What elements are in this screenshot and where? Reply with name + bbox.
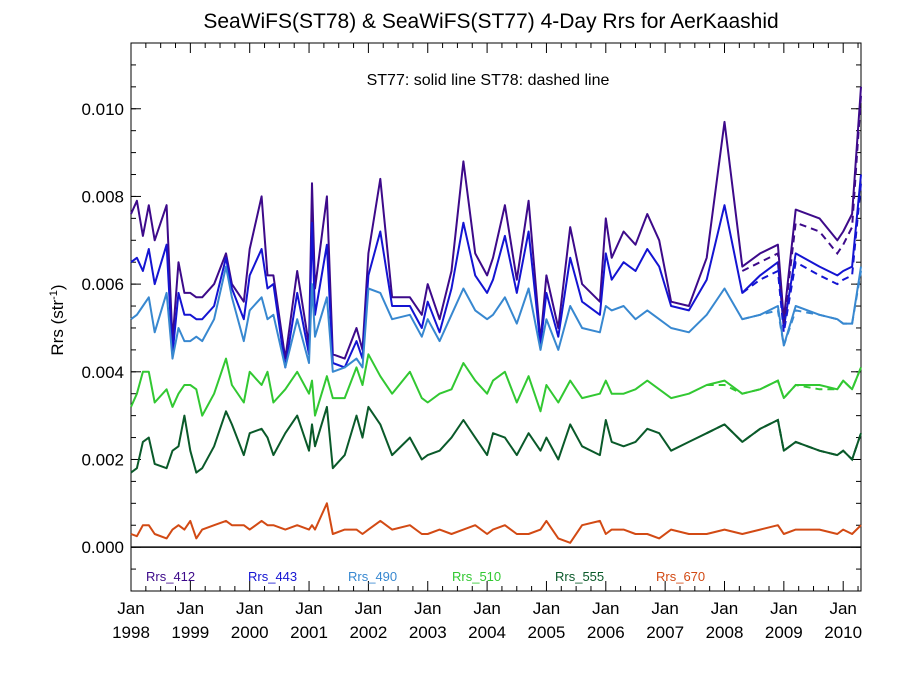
- chart-title: SeaWiFS(ST78) & SeaWiFS(ST77) 4-Day Rrs …: [203, 10, 778, 33]
- series-layer: [130, 86, 862, 544]
- x-tick-label-year: 2009: [765, 623, 803, 642]
- x-tick-label-year: 2005: [528, 623, 566, 642]
- y-tick-label: 0.004: [81, 363, 124, 382]
- y-axis: 0.000 0.002 0.004 0.006 0.008 0.010: [81, 42, 861, 592]
- x-tick-label-month: Jan: [355, 599, 382, 618]
- y-tick-label: 0.008: [81, 187, 124, 206]
- x-tick-label-month: Jan: [414, 599, 441, 618]
- x-tick-label-year: 1999: [171, 623, 209, 642]
- y-tick-label: 0.000: [81, 538, 124, 557]
- legend-label-rrs-490: Rrs_490: [348, 569, 397, 584]
- x-tick-label-month: Jan: [829, 599, 856, 618]
- x-tick-label-year: 2001: [290, 623, 328, 642]
- legend-label-rrs-670: Rrs_670: [656, 569, 705, 584]
- x-tick-label-month: Jan: [711, 599, 738, 618]
- y-axis-label-close: ): [48, 284, 67, 290]
- series-line-rrs-443: [130, 174, 862, 369]
- y-tick-label: 0.002: [81, 450, 124, 469]
- legend-label-rrs-443: Rrs_443: [248, 569, 297, 584]
- x-tick-label-month: Jan: [117, 599, 144, 618]
- plot-area: [130, 42, 862, 592]
- x-tick-label-month: Jan: [592, 599, 619, 618]
- y-tick-label: 0.010: [81, 100, 124, 119]
- y-axis-label: Rrs (str-1): [48, 284, 67, 355]
- x-tick-label-month: Jan: [770, 599, 797, 618]
- x-tick-label-year: 2002: [349, 623, 387, 642]
- series-line-rrs-670: [130, 502, 862, 544]
- x-tick-label-year: 2010: [824, 623, 862, 642]
- dashed-series-line-rrs-555: [706, 418, 862, 462]
- plot-frame: [130, 42, 862, 592]
- y-axis-label-superscript: -1: [48, 290, 60, 300]
- x-tick-label-year: 2007: [646, 623, 684, 642]
- x-tick-label-year: 2006: [587, 623, 625, 642]
- x-tick-label-month: Jan: [651, 599, 678, 618]
- series-line-rrs-490: [130, 265, 862, 373]
- x-tick-label-year: 2000: [231, 623, 269, 642]
- y-axis-label-main: Rrs (str: [48, 300, 67, 356]
- x-tick-label-year: 1998: [112, 623, 150, 642]
- x-tick-label-month: Jan: [236, 599, 263, 618]
- x-tick-label-year: 2004: [468, 623, 506, 642]
- dashed-series-line-rrs-412: [741, 95, 862, 324]
- legend: Rrs_412 Rrs_443 Rrs_490 Rrs_510 Rrs_555 Rrs_6…: [146, 569, 705, 584]
- series-line-rrs-555: [130, 405, 862, 474]
- x-tick-label-year: 2003: [409, 623, 447, 642]
- x-tick-label-month: Jan: [533, 599, 560, 618]
- series-line-rrs-510: [130, 353, 862, 417]
- series-line-rrs-412: [130, 86, 862, 360]
- dashed-series-line-rrs-443: [741, 183, 862, 333]
- x-tick-label-month: Jan: [177, 599, 204, 618]
- x-tick-label-month: Jan: [473, 599, 500, 618]
- line-style-note: ST77: solid line ST78: dashed line: [367, 72, 610, 89]
- x-tick-label-month: Jan: [295, 599, 322, 618]
- y-tick-label: 0.006: [81, 275, 124, 294]
- x-axis: Jan 1998 Jan 1999 Jan 2000 Jan 2001 Jan 2002 Jan 20…: [112, 43, 862, 642]
- x-tick-label-year: 2008: [706, 623, 744, 642]
- dashed-series-line-rrs-490: [742, 270, 862, 346]
- dashed-series-line-rrs-510: [706, 367, 862, 401]
- legend-label-rrs-510: Rrs_510: [452, 569, 501, 584]
- legend-label-rrs-555: Rrs_555: [555, 569, 604, 584]
- legend-label-rrs-412: Rrs_412: [146, 569, 195, 584]
